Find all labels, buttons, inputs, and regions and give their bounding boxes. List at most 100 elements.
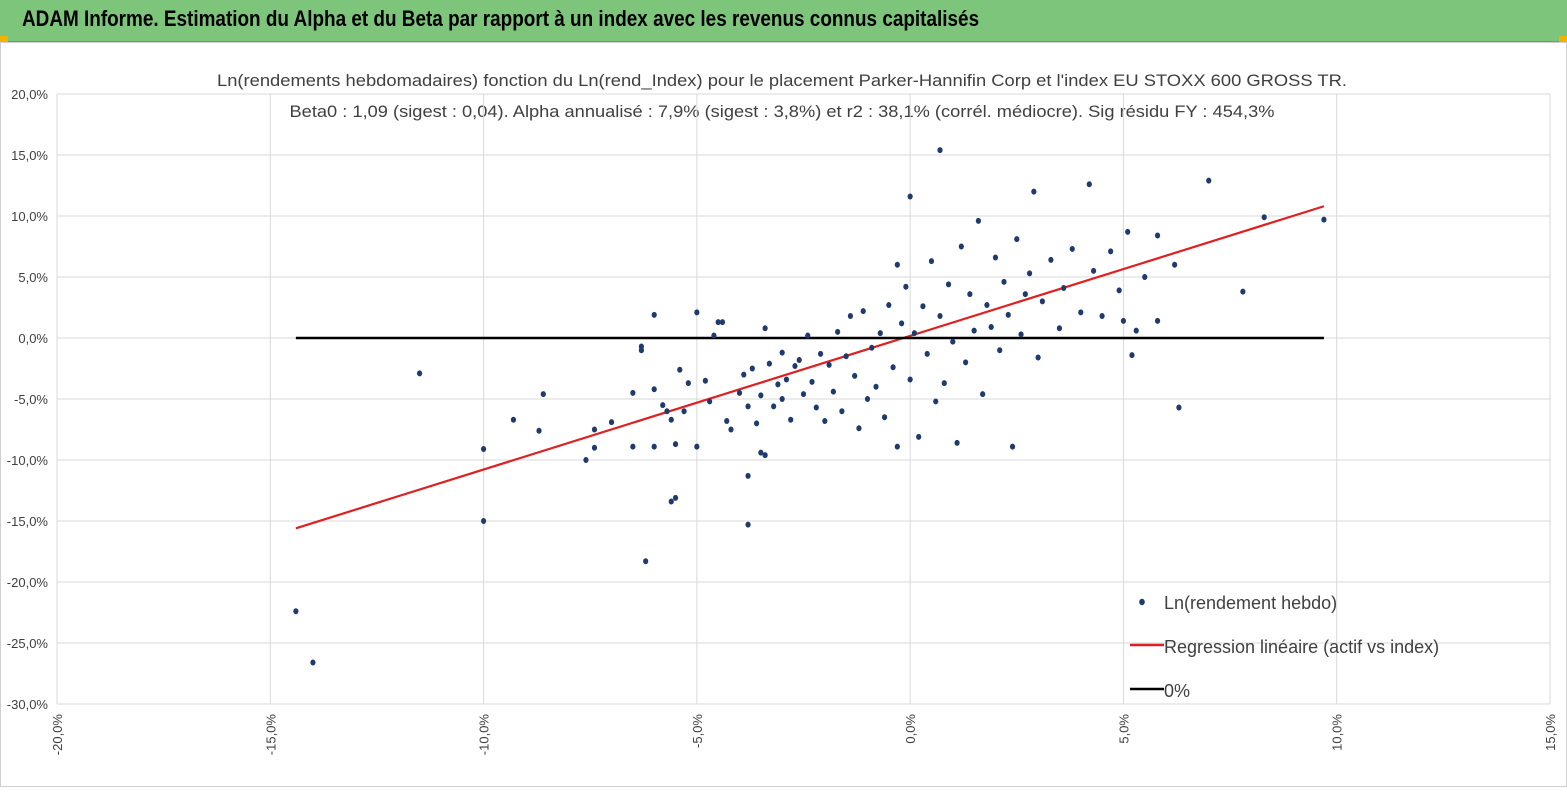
scatter-point — [967, 291, 973, 298]
scatter-point — [736, 389, 743, 396]
chart-subtitle: Beta0 : 1,09 (sigest : 0,04). Alpha annu… — [290, 102, 1275, 121]
scatter-chart: Ln(rendements hebdomadaires) fonction du… — [0, 42, 1567, 787]
scatter-point — [869, 344, 875, 351]
scatter-point — [702, 377, 708, 384]
scatter-point — [749, 365, 755, 372]
scatter-point — [1176, 404, 1182, 411]
scatter-point — [826, 361, 832, 368]
scatter-point — [1018, 331, 1024, 338]
x-tick-label: -10,0% — [477, 714, 492, 756]
scatter-point — [694, 443, 700, 450]
scatter-point — [664, 408, 670, 415]
scatter-point — [933, 398, 939, 405]
scatter-point — [724, 417, 730, 424]
scatter-point — [643, 558, 649, 565]
scatter-point — [1069, 245, 1075, 252]
scatter-point — [766, 360, 772, 367]
scatter-point — [920, 303, 926, 310]
scatter-point — [822, 417, 828, 424]
scatter-point — [958, 243, 964, 250]
report-title: ADAM Informe. Estimation du Alpha et du … — [22, 6, 980, 31]
scatter-point — [980, 391, 986, 398]
scatter-point — [950, 338, 956, 345]
scatter-point — [651, 386, 657, 393]
scatter-point — [813, 404, 819, 411]
scatter-point — [817, 350, 824, 357]
scatter-point — [928, 258, 935, 265]
scatter-point — [881, 414, 888, 421]
scatter-point — [677, 366, 683, 373]
scatter-point — [1099, 313, 1105, 320]
scatter-point — [762, 325, 768, 332]
scatter-point — [907, 376, 913, 383]
scatter-point — [672, 494, 679, 501]
scatter-point — [1154, 317, 1161, 324]
scatter-point — [591, 426, 598, 433]
scatter-point — [1108, 248, 1114, 255]
scatter-point — [992, 254, 999, 261]
scatter-point — [860, 308, 866, 315]
scatter-point — [480, 446, 487, 453]
y-tick-label: -10,0% — [7, 453, 49, 468]
scatter-point — [779, 349, 785, 356]
scatter-point — [1014, 236, 1020, 243]
scatter-point — [510, 416, 517, 423]
series — [293, 147, 1327, 666]
scatter-point — [1022, 291, 1028, 298]
chart-border — [0, 42, 1567, 787]
scatter-point — [583, 457, 589, 463]
scatter-point — [843, 353, 849, 360]
y-tick-label: 10,0% — [11, 209, 48, 224]
scatter-point — [971, 327, 977, 334]
x-tick-label: 15,0% — [1543, 714, 1558, 751]
y-tick-label: -15,0% — [7, 514, 49, 529]
scatter-point — [715, 319, 721, 326]
scatter-point — [1206, 177, 1212, 184]
scatter-point — [894, 261, 900, 268]
legend-label: Regression linéaire (actif vs index) — [1164, 637, 1439, 657]
scatter-point — [847, 313, 854, 320]
y-tick-label: 0,0% — [18, 331, 48, 346]
scatter-point — [792, 363, 798, 370]
scatter-point — [758, 449, 764, 456]
scatter-point — [775, 381, 781, 388]
scatter-point — [771, 403, 777, 410]
scatter-point — [954, 439, 960, 446]
scatter-point — [711, 332, 717, 339]
scatter-point — [941, 380, 947, 387]
scatter-point — [800, 391, 807, 398]
scatter-point — [651, 311, 657, 318]
x-tick-label: 10,0% — [1330, 714, 1345, 751]
legend-marker-points — [1139, 598, 1145, 606]
scatter-point — [480, 518, 487, 524]
scatter-point — [877, 330, 883, 337]
y-tick-label: 20,0% — [11, 87, 48, 102]
scatter-point — [788, 416, 794, 423]
scatter-point — [783, 376, 790, 383]
banner-corner-right — [1559, 36, 1567, 42]
scatter-point — [753, 420, 760, 427]
scatter-point — [1035, 354, 1041, 361]
scatter-point — [937, 313, 943, 320]
x-tick-label: -20,0% — [50, 714, 65, 756]
scatter-point — [651, 443, 657, 450]
scatter-point — [856, 425, 862, 432]
scatter-point — [1321, 216, 1327, 223]
scatter-point — [1129, 352, 1135, 359]
scatter-point — [1142, 274, 1148, 280]
y-tick-label: -5,0% — [14, 392, 48, 407]
legend-label: 0% — [1164, 681, 1190, 701]
x-tick-label: -5,0% — [690, 714, 705, 748]
scatter-point — [1120, 317, 1127, 324]
scatter-point — [852, 372, 858, 379]
scatter-point — [937, 147, 943, 154]
scatter-point — [1261, 214, 1267, 221]
scatter-point — [630, 443, 636, 450]
scatter-point — [1240, 288, 1246, 295]
x-tick-label: 5,0% — [1116, 714, 1131, 744]
axis-tick-labels: 20,0% 15,0% 10,0% 5,0% 0,0% -5,0% -10,0% -15,0%… — [7, 87, 1558, 755]
scatter-point — [672, 441, 679, 448]
scatter-point — [984, 302, 990, 309]
legend-label: Ln(rendement hebdo) — [1164, 593, 1337, 613]
scatter-point — [805, 332, 811, 339]
